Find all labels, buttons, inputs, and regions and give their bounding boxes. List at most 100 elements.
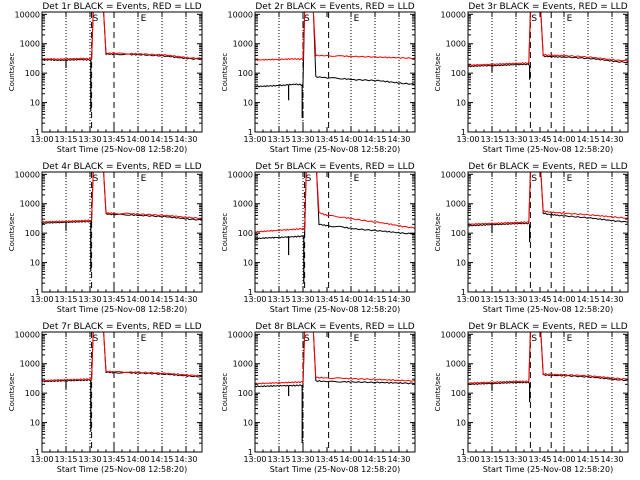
x-tick-label: 14:15 [363,455,386,464]
y-tick-label: 1 [461,448,466,457]
plot-area [255,12,415,118]
plot-area [468,332,628,403]
y-tick-label: 10000 [228,170,253,179]
y-tick-label: 10000 [441,330,466,339]
x-tick-label: 14:30 [174,455,197,464]
marker-e: E [567,14,573,24]
chart-panel-6: Det 6r BLACK = Events, RED = LLD S E 1 10 100… [434,162,629,314]
x-tick-label: 14:00 [126,455,149,464]
x-tick-label: 13:00 [243,135,266,144]
y-tick-label: 100 [238,389,253,398]
x-tick-label: 13:00 [456,295,479,304]
x-tick-label: 13:00 [30,455,53,464]
panel-title: Det 4r BLACK = Events, RED = LLD [42,162,201,172]
series-line-lld [42,12,202,61]
x-tick-label: 13:15 [480,455,503,464]
y-tick-label: 10 [30,259,40,268]
x-tick-label: 13:30 [504,295,527,304]
plot-area [42,12,202,112]
x-tick-label: 13:00 [30,135,53,144]
x-tick-label: 13:15 [480,295,503,304]
x-tick-label: 14:30 [600,295,623,304]
y-tick-label: 10 [30,419,40,428]
x-tick-label: 14:30 [600,135,623,144]
x-axis-label: Start Time (25-Nov-08 12:58:20) [270,145,400,154]
x-axis-label: Start Time (25-Nov-08 12:58:20) [270,305,400,314]
series-line-events [468,172,628,227]
x-tick-label: 13:45 [102,455,125,464]
y-tick-label: 10000 [15,10,40,19]
x-tick-label: 13:15 [54,295,77,304]
marker-s: S [531,334,537,344]
series-line-events [468,332,628,386]
x-tick-label: 13:00 [456,135,479,144]
y-tick-label: 10 [243,259,253,268]
y-tick-label: 1 [35,448,40,457]
x-axis-label: Start Time (25-Nov-08 12:58:20) [483,465,613,474]
x-tick-label: 14:30 [387,295,410,304]
marker-e: E [354,334,360,344]
y-tick-label: 10000 [228,10,253,19]
y-axis-label: Counts/sec [221,213,229,252]
series-line-events [255,12,415,88]
x-tick-label: 13:45 [315,295,338,304]
y-tick-label: 1 [35,288,40,297]
y-tick-label: 1000 [20,360,40,369]
x-tick-label: 13:45 [102,135,125,144]
panel-title: Det 7r BLACK = Events, RED = LLD [42,322,201,332]
series-line-events [42,172,202,225]
x-tick-label: 13:30 [78,455,101,464]
panel-title: Det 2r BLACK = Events, RED = LLD [255,2,414,12]
x-tick-label: 13:00 [243,295,266,304]
x-tick-label: 13:30 [78,295,101,304]
chart-panel-8: Det 8r BLACK = Events, RED = LLD S E 1 10 100… [221,322,416,474]
x-tick-label: 14:15 [150,135,173,144]
y-axis-label: Counts/sec [434,53,442,92]
marker-s: S [304,334,310,344]
x-tick-label: 14:15 [363,135,386,144]
y-tick-label: 1000 [233,40,253,49]
y-tick-label: 1000 [446,360,466,369]
y-tick-label: 1000 [446,200,466,209]
y-tick-label: 100 [451,229,466,238]
x-axis-label: Start Time (25-Nov-08 12:58:20) [483,145,613,154]
chart-panel-4: Det 4r BLACK = Events, RED = LLD S E 1 10 100… [8,162,203,314]
y-axis-label: Counts/sec [8,373,16,412]
plot-area [255,332,415,444]
marker-s: S [93,334,99,344]
x-tick-label: 14:15 [150,455,173,464]
marker-e: E [567,334,573,344]
x-tick-label: 13:45 [528,455,551,464]
plot-area [468,172,628,243]
series-line-lld [255,172,415,234]
plot-area [42,332,202,432]
x-axis-label: Start Time (25-Nov-08 12:58:20) [57,145,187,154]
series-line-lld [42,172,202,224]
y-tick-label: 100 [451,69,466,78]
x-tick-label: 14:15 [150,295,173,304]
y-tick-label: 100 [25,389,40,398]
x-tick-label: 14:00 [552,295,575,304]
x-tick-label: 13:45 [315,455,338,464]
y-tick-label: 10 [243,99,253,108]
series-line-events [42,12,202,62]
y-tick-label: 10 [456,419,466,428]
y-tick-label: 100 [25,229,40,238]
series-line-lld [255,12,415,62]
marker-e: E [141,334,147,344]
marker-e: E [141,174,147,184]
series-line-lld [255,332,415,385]
series-line-lld [468,332,628,385]
x-tick-label: 13:30 [291,295,314,304]
marker-s: S [93,174,99,184]
x-tick-label: 13:15 [54,455,77,464]
y-tick-label: 1 [248,448,253,457]
plot-area [468,12,628,80]
y-tick-label: 1 [461,288,466,297]
y-tick-label: 1000 [446,40,466,49]
panel-title: Det 1r BLACK = Events, RED = LLD [42,2,201,12]
chart-panel-9: Det 9r BLACK = Events, RED = LLD S E 1 10 100… [434,322,629,474]
x-tick-label: 13:30 [504,135,527,144]
x-tick-label: 13:30 [291,135,314,144]
